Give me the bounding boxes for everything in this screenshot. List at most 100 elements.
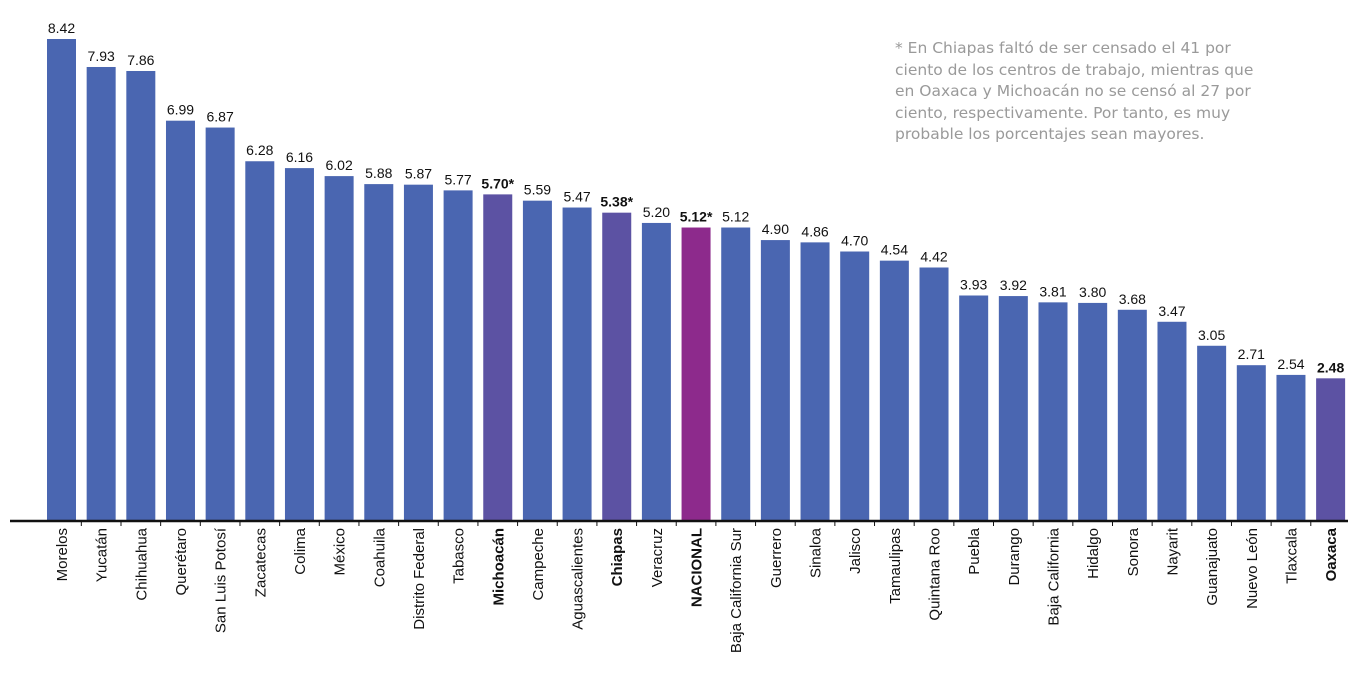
bar-nacional <box>681 227 711 520</box>
category-label-nuevo-leon: Nuevo León <box>1244 528 1261 609</box>
value-label-queretaro: 6.99 <box>167 102 194 118</box>
footnote-line: en Oaxaca y Michoacán no se censó al 27 … <box>895 82 1251 100</box>
category-label-jalisco: Jalisco <box>847 528 864 574</box>
value-label-tlaxcala: 2.54 <box>1277 356 1304 372</box>
value-label-aguascalientes: 5.47 <box>563 189 590 205</box>
value-label-distrito-federal: 5.87 <box>405 166 432 182</box>
bar-morelos <box>47 39 76 520</box>
category-label-baja-california: Baja California <box>1046 527 1063 625</box>
category-label-san-luis-potosi: San Luis Potosí <box>213 527 230 633</box>
bar-chiapas <box>602 212 632 520</box>
footnote-line: ciento, respectivamente. Por tanto, es m… <box>895 103 1231 122</box>
bar-hidalgo <box>1078 302 1108 520</box>
value-label-coahuila: 5.88 <box>365 165 392 181</box>
category-label-colima: Colima <box>292 527 309 574</box>
value-label-zacatecas: 6.28 <box>246 142 273 158</box>
category-label-sonora: Sonora <box>1125 527 1142 576</box>
category-label-tamaulipas: Tamaulipas <box>887 528 904 604</box>
category-label-guerrero: Guerrero <box>768 528 785 588</box>
category-label-quintana-roo: Quintana Roo <box>927 528 944 621</box>
bar-tabasco <box>443 190 473 520</box>
value-label-nayarit: 3.47 <box>1158 303 1185 319</box>
bar-mexico <box>324 176 354 520</box>
bar-sonora <box>1117 309 1147 520</box>
value-label-chihuahua: 7.86 <box>127 52 154 68</box>
bar-baja-california <box>1038 302 1068 520</box>
bar-campeche <box>522 200 552 521</box>
category-label-hidalgo: Hidalgo <box>1085 528 1102 579</box>
bars-group <box>47 39 1346 521</box>
bar-durango <box>998 296 1028 520</box>
bar-aguascalientes <box>562 207 592 521</box>
category-label-queretaro: Querétaro <box>173 528 190 596</box>
category-label-chihuahua: Chihuahua <box>133 527 150 600</box>
value-label-nuevo-leon: 2.71 <box>1238 346 1265 362</box>
bar-coahuila <box>364 184 394 520</box>
x-ticks-group <box>80 520 1312 526</box>
value-labels-group: 8.42 7.93 7.86 6.99 6.87 6.28 6.16 6.02 5.88 5.87… <box>48 20 1345 375</box>
bar-baja-california-sur <box>721 227 751 520</box>
value-label-jalisco: 4.70 <box>841 233 868 249</box>
value-label-yucatan: 7.93 <box>88 48 115 64</box>
value-label-michoacan: 5.70* <box>481 175 514 191</box>
category-label-mexico: México <box>332 528 349 576</box>
footnote-line: * En Chiapas faltó de ser censado el 41 … <box>895 39 1231 57</box>
footnote-line: ciento de los centros de trabajo, mientr… <box>895 60 1254 79</box>
value-label-durango: 3.92 <box>1000 277 1027 293</box>
category-label-michoacan: Michoacán <box>490 528 507 606</box>
value-label-baja-california-sur: 5.12 <box>722 209 749 225</box>
bar-guerrero <box>760 240 790 520</box>
category-label-oaxaca: Oaxaca <box>1323 527 1340 581</box>
bar-tamaulipas <box>879 260 909 520</box>
bar-queretaro <box>165 120 195 520</box>
bar-jalisco <box>840 251 870 521</box>
category-label-aguascalientes: Aguascalientes <box>570 528 587 630</box>
category-label-distrito-federal: Distrito Federal <box>411 528 428 630</box>
value-label-morelos: 8.42 <box>48 20 75 36</box>
category-label-nayarit: Nayarit <box>1164 527 1181 575</box>
bar-yucatan <box>86 66 116 520</box>
value-label-san-luis-potosi: 6.87 <box>207 109 234 125</box>
category-label-yucatan: Yucatán <box>94 528 111 582</box>
category-label-chiapas: Chiapas <box>609 528 626 586</box>
category-label-morelos: Morelos <box>54 528 71 581</box>
bar-nayarit <box>1157 321 1187 520</box>
value-label-puebla: 3.93 <box>960 276 987 292</box>
bar-puebla <box>959 295 989 520</box>
value-label-oaxaca: 2.48 <box>1317 359 1344 375</box>
category-label-veracruz: Veracruz <box>649 528 666 587</box>
category-label-coahuila: Coahuila <box>371 527 388 587</box>
value-label-colima: 6.16 <box>286 149 313 165</box>
value-label-tabasco: 5.77 <box>444 171 471 187</box>
bar-zacatecas <box>245 161 275 521</box>
bar-nuevo-leon <box>1236 365 1266 520</box>
bar-sinaloa <box>800 242 830 520</box>
bar-san-luis-potosi <box>205 127 235 520</box>
category-label-durango: Durango <box>1006 528 1023 586</box>
value-label-guanajuato: 3.05 <box>1198 327 1225 343</box>
category-label-tlaxcala: Tlaxcala <box>1283 527 1300 584</box>
category-label-tabasco: Tabasco <box>451 528 468 584</box>
category-label-sinaloa: Sinaloa <box>808 527 825 578</box>
bar-veracruz <box>641 222 671 520</box>
value-label-sonora: 3.68 <box>1119 291 1146 307</box>
category-label-baja-california-sur: Baja California Sur <box>728 528 745 653</box>
value-label-sinaloa: 4.86 <box>801 223 828 239</box>
bar-distrito-federal <box>403 184 433 520</box>
category-label-guanajuato: Guanajuato <box>1204 528 1221 606</box>
value-label-baja-california: 3.81 <box>1039 283 1066 299</box>
value-label-mexico: 6.02 <box>325 157 352 173</box>
bar-quintana-roo <box>919 267 949 520</box>
value-label-guerrero: 4.90 <box>762 221 789 237</box>
value-label-chiapas: 5.38* <box>600 194 633 210</box>
category-label-zacatecas: Zacatecas <box>252 528 269 597</box>
category-labels-group: Morelos Yucatán Chihuahua Querétaro San Luis… <box>54 527 1340 653</box>
category-label-campeche: Campeche <box>530 528 547 601</box>
bar-guanajuato <box>1197 345 1227 520</box>
bar-tlaxcala <box>1276 374 1306 520</box>
bar-chihuahua <box>126 70 156 520</box>
value-label-veracruz: 5.20 <box>643 204 670 220</box>
bar-oaxaca <box>1316 378 1346 520</box>
category-label-puebla: Puebla <box>966 527 983 574</box>
